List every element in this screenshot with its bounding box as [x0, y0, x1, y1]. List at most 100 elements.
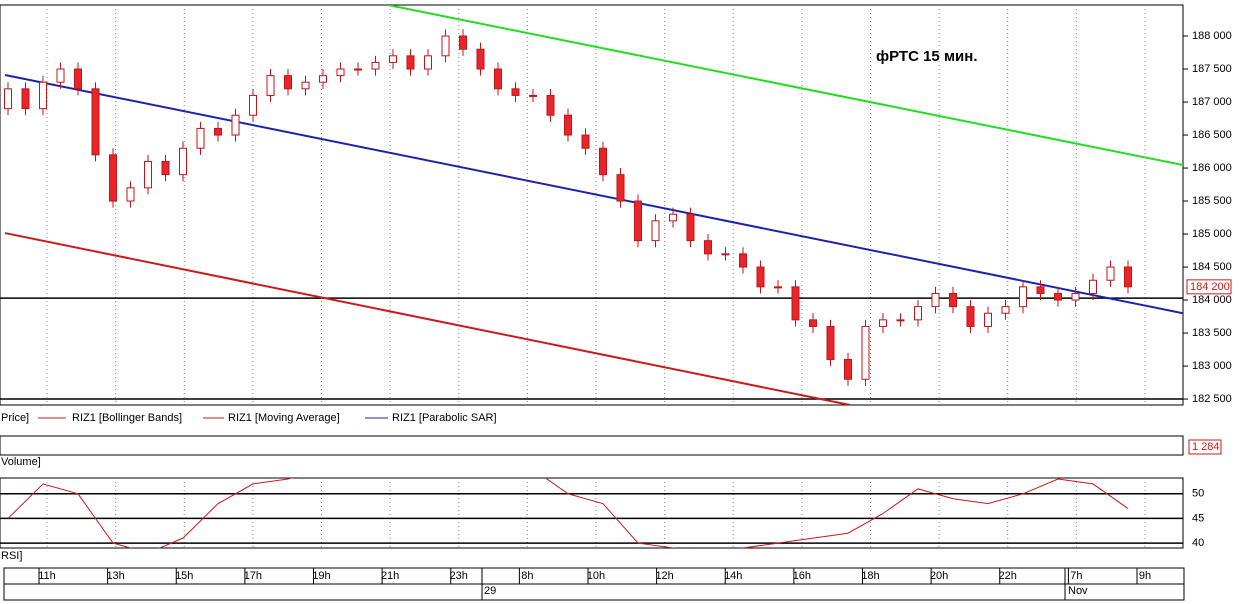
- candle-body: [354, 68, 362, 71]
- rsi-label: RSI]: [1, 550, 22, 562]
- candle-body: [739, 253, 747, 268]
- candle-body: [441, 35, 450, 57]
- candle-body: [196, 127, 205, 149]
- candle-body: [1071, 292, 1080, 301]
- candle-body: [406, 55, 415, 70]
- legend-item: RIZ1 [Bollinger Bands]: [72, 412, 182, 424]
- candle-body: [686, 213, 695, 242]
- volume-value: 1 284: [1192, 441, 1220, 453]
- candle-body: [424, 55, 432, 70]
- date-label: 29: [484, 585, 496, 597]
- x-tick-label: 17h: [244, 570, 262, 582]
- candle-body: [1019, 286, 1027, 308]
- candle-body: [214, 127, 222, 136]
- candle-body: [616, 174, 625, 202]
- y-tick-label: 183 000: [1192, 360, 1232, 372]
- candle-body: [564, 114, 572, 136]
- candle-body: [301, 81, 310, 90]
- candle-body: [21, 88, 30, 110]
- candle-body: [389, 55, 397, 63]
- candle-body: [949, 292, 957, 308]
- x-tick-label: 15h: [175, 570, 193, 582]
- y-tick-label: 183 500: [1192, 327, 1232, 339]
- candle-body: [546, 94, 555, 116]
- y-tick-label: 188 000: [1192, 30, 1232, 42]
- y-tick-label: 186 500: [1192, 129, 1232, 141]
- candle-body: [704, 240, 712, 255]
- candle-body: [179, 147, 187, 176]
- y-tick-label: 184 000: [1192, 294, 1232, 306]
- candle-body: [844, 358, 852, 380]
- x-tick-label: 10h: [587, 570, 605, 582]
- rsi-line: [7, 478, 1129, 548]
- candle-body: [476, 48, 485, 70]
- y-tick-label: 50: [1192, 488, 1204, 500]
- candle-body: [459, 35, 467, 50]
- candle-body: [1124, 266, 1132, 288]
- candle-body: [1036, 286, 1045, 294]
- candle-body: [809, 319, 817, 327]
- candle-body: [756, 266, 765, 288]
- candle-body: [914, 306, 922, 321]
- x-tick-label: 12h: [655, 570, 673, 582]
- candle-body: [879, 319, 887, 327]
- candle-body: [39, 81, 47, 110]
- x-tick-label: 8h: [521, 570, 533, 582]
- x-tick-label: 21h: [381, 570, 399, 582]
- x-tick-label: 22h: [999, 570, 1017, 582]
- candle-body: [721, 253, 730, 256]
- rsi-panel: [0, 477, 1184, 549]
- trend-line: [4, 232, 851, 405]
- candle-body: [4, 88, 12, 110]
- last-price-box: [1186, 279, 1232, 295]
- candle-body: [126, 187, 135, 202]
- candle-body: [1001, 306, 1010, 314]
- x-tick-label: 19h: [312, 570, 330, 582]
- candle-body: [144, 160, 152, 189]
- y-tick-label: 185 000: [1192, 228, 1232, 240]
- x-tick-label: 23h: [450, 570, 468, 582]
- chart-annotation: фРТС 15 мин.: [876, 48, 978, 65]
- candle-body: [966, 306, 975, 327]
- candle-body: [511, 88, 520, 96]
- date-label: Nov: [1068, 585, 1088, 597]
- y-tick-label: 187 500: [1192, 63, 1232, 75]
- x-tick-label: 11h: [38, 570, 56, 582]
- legend-item: RIZ1 [Moving Average]: [228, 412, 340, 424]
- candle-body: [984, 312, 992, 327]
- price-plot: [0, 5, 1183, 405]
- candle-body: [861, 325, 870, 380]
- candle-body: [581, 134, 590, 149]
- trend-line: [4, 73, 1183, 315]
- candle-body: [529, 94, 537, 97]
- x-tick-label: 18h: [861, 570, 879, 582]
- y-tick-label: 40: [1192, 537, 1204, 549]
- candle-body: [1106, 266, 1115, 281]
- candle-body: [91, 88, 100, 156]
- legend-item: Price]: [1, 412, 29, 424]
- candle-body: [494, 68, 502, 90]
- candle-body: [249, 94, 257, 116]
- candle-body: [774, 286, 782, 289]
- x-tick-label: 16h: [793, 570, 811, 582]
- volume-label: Volume]: [1, 456, 41, 468]
- x-tick-label: 13h: [106, 570, 124, 582]
- y-tick-label: 185 500: [1192, 195, 1232, 207]
- candle-body: [826, 325, 835, 360]
- volume-value-box: [1188, 439, 1222, 455]
- y-tick-label: 45: [1192, 512, 1204, 524]
- y-tick-label: 187 000: [1192, 96, 1232, 108]
- x-tick-label: 9h: [1139, 570, 1151, 582]
- candle-body: [371, 61, 380, 70]
- candle-body: [109, 154, 117, 202]
- candle-body: [1089, 279, 1097, 294]
- candle-body: [1054, 292, 1062, 301]
- candle-body: [319, 75, 327, 83]
- y-tick-label: 186 000: [1192, 162, 1232, 174]
- x-tick-label: 20h: [930, 570, 948, 582]
- y-tick-label: 182 500: [1192, 393, 1232, 405]
- price-panel: [0, 4, 1184, 406]
- legend-item: RIZ1 [Parabolic SAR]: [392, 412, 497, 424]
- candle-body: [599, 147, 607, 176]
- candle-body: [896, 319, 905, 322]
